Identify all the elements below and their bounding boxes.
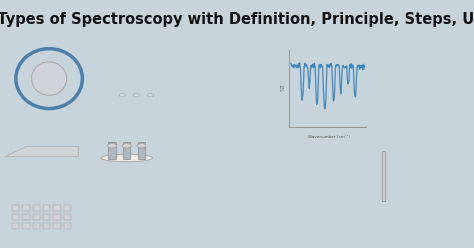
Bar — [53, 223, 61, 229]
Bar — [106, 221, 114, 238]
Bar — [12, 205, 19, 211]
Bar — [138, 142, 145, 159]
Bar — [53, 214, 61, 220]
Bar — [43, 223, 50, 229]
Text: %T: %T — [281, 84, 286, 91]
Bar — [22, 223, 30, 229]
Circle shape — [137, 143, 146, 148]
Ellipse shape — [32, 62, 67, 95]
Bar — [138, 221, 145, 238]
Bar — [64, 214, 71, 220]
Bar — [281, 43, 368, 131]
Bar — [33, 223, 40, 229]
Bar — [33, 205, 40, 211]
Circle shape — [119, 93, 126, 97]
Bar — [109, 142, 116, 159]
Circle shape — [108, 143, 117, 148]
FancyBboxPatch shape — [4, 2, 470, 36]
Polygon shape — [5, 146, 78, 157]
Bar — [64, 205, 71, 211]
Bar — [64, 223, 71, 229]
Bar — [382, 151, 385, 201]
Bar — [123, 142, 130, 159]
Text: 22 Types of Spectroscopy with Definition, Principle, Steps, Uses: 22 Types of Spectroscopy with Definition… — [0, 12, 474, 27]
Ellipse shape — [101, 154, 153, 162]
Bar — [12, 214, 19, 220]
Bar — [22, 214, 30, 220]
Circle shape — [122, 143, 131, 148]
Bar — [43, 205, 50, 211]
Text: Wavenumber (cm⁻¹): Wavenumber (cm⁻¹) — [308, 135, 350, 139]
Bar — [22, 205, 30, 211]
Bar — [33, 214, 40, 220]
Circle shape — [147, 93, 154, 97]
Bar — [12, 223, 19, 229]
Bar — [43, 214, 50, 220]
Bar — [53, 205, 61, 211]
Ellipse shape — [11, 43, 87, 114]
Circle shape — [133, 93, 139, 97]
